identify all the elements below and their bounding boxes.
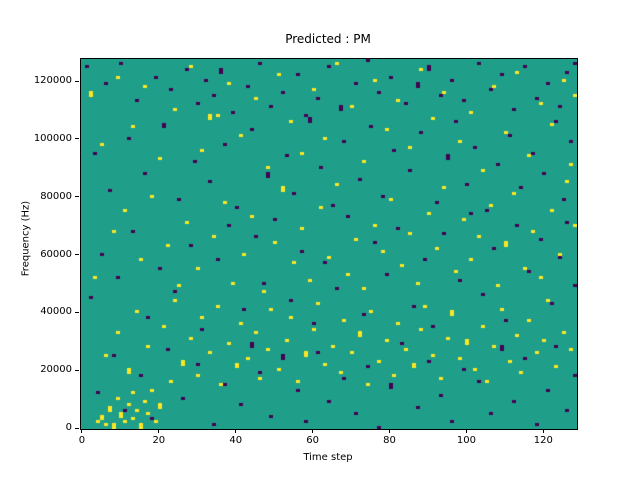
x-tick-mark	[312, 429, 314, 433]
x-tick-label: 0	[78, 435, 86, 446]
y-tick-label: 20000	[40, 364, 72, 376]
x-tick-mark	[158, 429, 160, 433]
y-tick-label: 100000	[33, 132, 72, 144]
x-tick-label: 120	[533, 435, 553, 446]
y-tick-mark	[75, 80, 79, 82]
x-tick-mark	[542, 429, 544, 433]
y-tick-label: 40000	[40, 306, 72, 318]
x-tick-label: 20	[152, 435, 166, 446]
y-axis-label: Frequency (Hz)	[20, 200, 32, 277]
x-tick-label: 80	[383, 435, 396, 446]
y-tick-mark	[75, 369, 79, 371]
y-tick-label: 0	[65, 422, 72, 433]
y-tick-label: 60000	[40, 248, 72, 260]
x-tick-label: 40	[229, 435, 243, 446]
x-tick-mark	[235, 429, 237, 433]
y-tick-label: 80000	[40, 190, 72, 202]
x-tick-mark	[465, 429, 467, 433]
y-tick-label: 120000	[33, 75, 72, 87]
x-tick-mark	[81, 429, 83, 433]
y-ticks: 0 20000 40000 60000 80000 100000 120000	[0, 58, 79, 433]
x-ticks: 0 20 40 60 80 100 120	[79, 429, 576, 449]
x-tick-label: 60	[306, 435, 319, 446]
y-tick-mark	[75, 196, 79, 198]
y-tick-mark	[75, 311, 79, 313]
heatmap-canvas	[81, 59, 577, 429]
x-axis-label: Time step	[303, 452, 353, 463]
plot-area	[80, 58, 578, 430]
x-tick-mark	[389, 429, 391, 433]
chart-title: Predicted : PM	[285, 32, 371, 46]
y-tick-mark	[75, 254, 79, 256]
x-tick-label: 100	[456, 435, 476, 446]
y-tick-mark	[75, 427, 79, 429]
y-tick-mark	[75, 138, 79, 140]
